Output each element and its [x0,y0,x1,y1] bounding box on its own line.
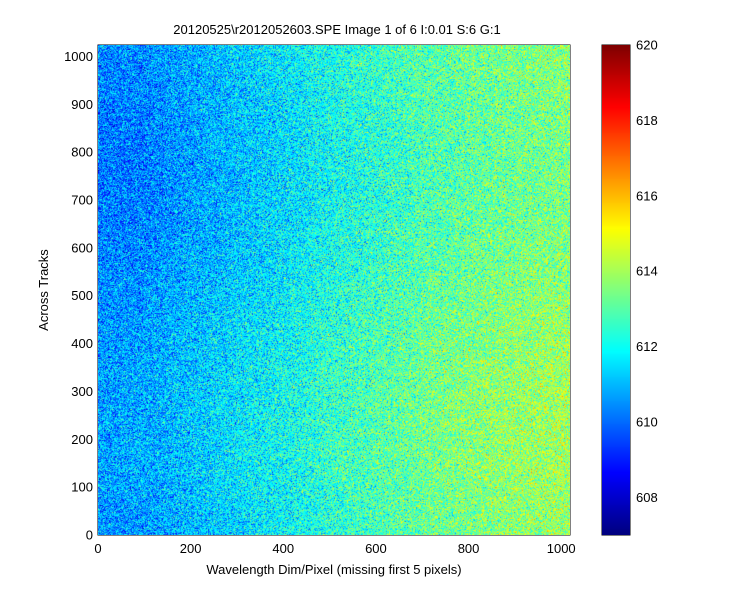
colorbar [602,45,630,535]
x-tick-label: 600 [365,541,387,556]
y-tick-label: 0 [86,528,93,543]
colorbar-tick-label: 620 [636,38,658,53]
colorbar-tick-label: 612 [636,339,658,354]
x-tick-label: 400 [272,541,294,556]
colorbar-tick-label: 614 [636,264,658,279]
heatmap-image [98,45,570,535]
y-tick-label: 200 [71,432,93,447]
x-tick-label: 1000 [547,541,576,556]
y-tick-label: 100 [71,480,93,495]
y-axis-label: Across Tracks [36,249,51,331]
y-tick-label: 300 [71,384,93,399]
y-tick-label: 900 [71,97,93,112]
colorbar-ticks: 608 610 612 614 616 618 620 [602,38,658,505]
y-tick-label: 800 [71,145,93,160]
colorbar-tick-label: 608 [636,490,658,505]
y-tick-label: 400 [71,336,93,351]
colorbar-tick-label: 618 [636,113,658,128]
x-axis-label: Wavelength Dim/Pixel (missing first 5 pi… [206,562,461,577]
chart-title: 20120525\r2012052603.SPE Image 1 of 6 I:… [173,22,500,37]
colorbar-tick-label: 610 [636,414,658,429]
y-tick-label: 700 [71,193,93,208]
x-tick-label: 200 [180,541,202,556]
y-tick-label: 500 [71,288,93,303]
colorbar-tick-label: 616 [636,188,658,203]
y-tick-label: 600 [71,240,93,255]
x-tick-label: 800 [458,541,480,556]
y-tick-label: 1000 [64,49,93,64]
x-tick-label: 0 [94,541,101,556]
